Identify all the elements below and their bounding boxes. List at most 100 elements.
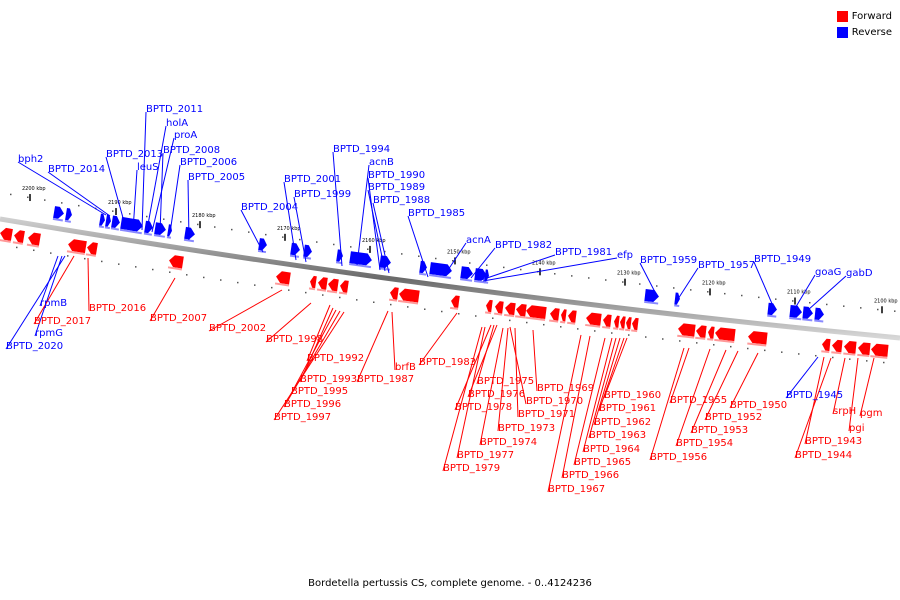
gene-label-bptd-2007: BPTD_2007: [150, 313, 207, 324]
minor-tick: [78, 204, 80, 207]
minor-tick: [758, 296, 760, 299]
gene-arrow-shadow: [613, 327, 619, 330]
minor-tick: [662, 338, 664, 340]
minor-tick: [135, 266, 137, 268]
leader-line: [573, 337, 606, 466]
forward-gene-arrow: [822, 338, 831, 352]
minor-tick: [639, 283, 641, 285]
gene-label-bptd-1960: BPTD_1960: [604, 390, 661, 401]
forward-gene-arrow: [399, 288, 420, 303]
minor-tick: [316, 241, 318, 243]
gene-label-bptd-1945: BPTD_1945: [786, 390, 843, 401]
gene-arrow-shadow: [631, 329, 638, 333]
gene-arrow-shadow: [483, 281, 489, 284]
gene-arrow-shadow: [831, 351, 842, 355]
minor-tick: [645, 336, 647, 338]
reverse-gene-arrow: [419, 260, 427, 274]
gene-label-bptd-1995: BPTD_1995: [291, 386, 348, 397]
minor-tick: [61, 202, 63, 204]
minor-tick: [282, 236, 284, 238]
minor-tick: [169, 271, 171, 273]
minor-tick: [883, 361, 885, 364]
minor-tick: [435, 257, 437, 260]
legend-item-reverse: Reverse: [836, 24, 892, 40]
minor-tick: [67, 255, 69, 257]
gene-label-bptd-2017: BPTD_2017: [34, 316, 91, 327]
forward-gene-arrow: [276, 271, 291, 285]
gene-label-pgm: pgm: [860, 408, 882, 419]
reverse-swatch: [836, 26, 848, 38]
legend-label-forward: Forward: [851, 10, 892, 22]
minor-tick: [16, 246, 18, 249]
gene-label-bptd-1977: BPTD_1977: [457, 450, 514, 461]
gene-label-bptd-1988: BPTD_1988: [373, 195, 430, 206]
reverse-gene-arrow: [474, 268, 487, 281]
forward-gene-arrow: [632, 317, 639, 331]
tick-label-2190-kbp: 2190 kbp: [108, 200, 132, 206]
minor-tick: [350, 246, 352, 248]
gene-label-bptd-1971: BPTD_1971: [518, 409, 575, 420]
gene-label-bptd-1981: BPTD_1981: [555, 247, 612, 258]
minor-tick: [146, 215, 148, 218]
minor-tick: [571, 275, 573, 277]
leader-line: [649, 347, 685, 461]
minor-tick: [509, 319, 511, 322]
gene-arrow-shadow: [789, 316, 802, 321]
gene-label-bptd-1957: BPTD_1957: [698, 260, 755, 271]
tick-label-2150-kbp: 2150 kbp: [447, 249, 471, 255]
minor-tick: [628, 334, 630, 336]
legend-label-reverse: Reverse: [851, 26, 892, 38]
leader-line: [47, 171, 111, 217]
gene-arrow-shadow: [12, 241, 23, 245]
genome-caption: Bordetella pertussis CS, complete genome…: [308, 578, 592, 589]
minor-tick: [486, 264, 488, 266]
gene-arrow-shadow: [289, 254, 300, 258]
gene-arrow-shadow: [707, 338, 714, 341]
leader-line: [704, 350, 739, 421]
gene-label-bptd-1961: BPTD_1961: [599, 403, 656, 414]
gene-label-goag: goaG: [815, 267, 841, 278]
reverse-gene-arrow: [789, 305, 802, 318]
forward-gene-arrow: [832, 339, 843, 353]
tick-label-2100-kbp: 2100 kbp: [874, 298, 898, 304]
leader-line: [418, 312, 458, 366]
gene-arrow-shadow: [326, 289, 338, 294]
minor-tick: [611, 332, 613, 334]
minor-tick: [577, 328, 579, 330]
minor-tick: [27, 196, 29, 199]
gene-arrow-shadow: [398, 299, 419, 305]
gene-label-efp: efp: [617, 250, 633, 261]
leader-line: [5, 255, 66, 350]
gene-arrow-shadow: [674, 304, 680, 307]
forward-gene-arrow: [844, 341, 857, 354]
forward-gene-arrow: [495, 301, 504, 314]
minor-tick: [373, 301, 375, 303]
gene-label-bptd-1989: BPTD_1989: [368, 182, 425, 193]
gene-arrow-shadow: [308, 287, 316, 291]
forward-gene-arrow: [310, 275, 317, 289]
leader-line: [332, 151, 343, 267]
leader-line: [807, 275, 847, 311]
leader-line: [509, 326, 527, 405]
gene-label-bptd-2011: BPTD_2011: [146, 104, 203, 115]
gene-arrow-shadow: [644, 300, 659, 305]
tick-label-2170-kbp: 2170 kbp: [277, 226, 301, 232]
gene-arrow-shadow: [104, 226, 111, 230]
gene-arrow-shadow: [183, 238, 195, 243]
leader-line: [187, 179, 190, 241]
reverse-gene-arrow: [184, 226, 195, 240]
gene-arrow-shadow: [110, 227, 120, 231]
gene-arrow-shadow: [714, 338, 735, 344]
forward-gene-arrow: [603, 314, 612, 327]
minor-tick: [118, 263, 120, 265]
minor-tick: [605, 279, 607, 281]
leader-line: [283, 181, 297, 261]
forward-gene-arrow: [871, 343, 889, 357]
reverse-gene-arrow: [120, 216, 143, 232]
minor-tick: [469, 262, 471, 264]
forward-gene-arrow: [486, 299, 493, 313]
minor-tick: [356, 299, 358, 301]
leader-line: [33, 255, 75, 325]
minor-tick: [101, 260, 103, 263]
gene-label-bptd-1965: BPTD_1965: [574, 457, 631, 468]
